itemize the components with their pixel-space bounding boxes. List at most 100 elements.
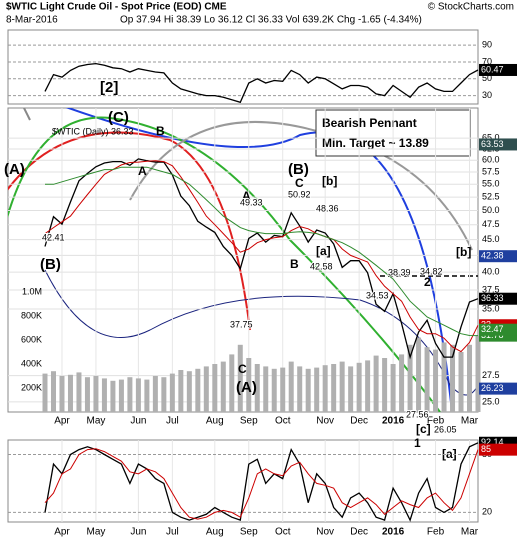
y-tick-label: 25.0 [482, 396, 500, 406]
volume-bar [101, 378, 107, 412]
x-tick-label: Apr [54, 416, 70, 427]
series-line [44, 158, 479, 360]
annotation: [a] [316, 244, 331, 258]
volume-bar [373, 355, 379, 412]
y-tick-label: 60.0 [482, 155, 500, 165]
volume-bar [339, 361, 345, 412]
annotation: B [156, 124, 165, 138]
y-tick-label: 35.0 [482, 303, 500, 313]
volume-bar [416, 337, 422, 412]
value-box [479, 443, 517, 456]
panel-frame [7, 29, 479, 105]
y-tick-label: 20 [482, 507, 492, 517]
y-tick-label: 52.5 [482, 191, 500, 201]
volume-bar [203, 366, 209, 412]
value-label: 26.23 [481, 383, 504, 393]
value-box [479, 138, 517, 151]
volume-bar [254, 364, 260, 412]
annotation: 2 [424, 275, 431, 289]
annotation: (B) [40, 256, 61, 273]
volume-tick-label: 1.0M [22, 286, 42, 296]
volume-bar [161, 377, 167, 412]
x-tick-label: Nov [316, 416, 334, 427]
cycle-arc [8, 131, 251, 331]
x-tick-label: Apr [54, 527, 70, 538]
x-tick-label: Jul [166, 416, 179, 427]
annotation: (A) [4, 161, 25, 178]
annotation: [2] [100, 79, 118, 96]
value-box [479, 250, 517, 263]
volume-bar [450, 344, 456, 412]
volume-tick-label: 400K [21, 358, 42, 368]
value-label: 85 [481, 444, 491, 454]
annotation: 26.05 [434, 424, 457, 434]
x-tick-label: Jun [130, 416, 146, 427]
cycle-arc [65, 108, 453, 412]
volume-bar [220, 361, 226, 412]
value-label: 92.14 [481, 437, 504, 447]
x-tick-label: 2016 [382, 527, 405, 538]
volume-bar [305, 368, 311, 412]
x-tick-label: Mar [461, 416, 479, 427]
value-label: 63.53 [481, 139, 504, 149]
annotation: 1 [414, 436, 421, 450]
volume-tick-label: 600K [21, 334, 42, 344]
annotation: (B) [288, 161, 309, 178]
annotation: 42.41 [42, 232, 65, 242]
value-label: 36.33 [481, 293, 504, 303]
x-tick-label: Mar [461, 527, 479, 538]
value-box [479, 382, 517, 395]
x-tick-label: Dec [350, 416, 368, 427]
volume-bar [229, 354, 235, 412]
x-tick-label: May [86, 527, 105, 538]
volume-bar [169, 373, 175, 412]
y-tick-label: 50.0 [482, 205, 500, 215]
volume-bar [186, 371, 192, 412]
volume-bar [356, 362, 362, 412]
volume-bar [399, 354, 405, 412]
envelope [44, 269, 478, 396]
y-tick-label: 70 [482, 56, 492, 66]
value-label: 60.47 [481, 64, 504, 74]
value-box [479, 323, 517, 336]
volume-bar [76, 372, 82, 412]
annotation: 34.82 [420, 266, 443, 276]
volume-bar [144, 379, 150, 412]
volume-bar [84, 377, 90, 412]
value-label: 42.38 [481, 251, 504, 261]
x-tick-label: Sep [240, 416, 258, 427]
y-tick-label: 50 [482, 73, 492, 83]
y-tick-label: 57.5 [482, 166, 500, 176]
volume-bar [110, 380, 116, 412]
volume-bar [67, 374, 73, 412]
annotation: [b] [322, 174, 337, 188]
annotation: A [242, 189, 251, 203]
annotation: [c] [416, 422, 431, 436]
volume-bar [365, 360, 371, 412]
volume-bar [118, 379, 124, 412]
volume-bar [42, 373, 48, 412]
annotation: 50.92 [288, 189, 311, 199]
x-tick-label: Aug [206, 527, 224, 538]
callout-text: Bearish Pennant [322, 116, 417, 130]
volume-bar [178, 370, 184, 412]
x-tick-label: Sep [240, 527, 258, 538]
value-label: 32.47 [481, 324, 504, 334]
volume-bar [475, 335, 481, 412]
series-line [44, 62, 479, 104]
value-box [479, 63, 517, 76]
volume-bar [212, 364, 218, 412]
y-tick-label: 30 [482, 90, 492, 100]
value-box [479, 292, 517, 305]
date: 8-Mar-2016 [6, 15, 58, 26]
x-tick-label: May [86, 416, 105, 427]
callout-text: Min. Target ~ 13.89 [322, 136, 429, 150]
x-tick-label: Nov [316, 527, 334, 538]
volume-bar [390, 364, 396, 412]
annotation: B [290, 257, 299, 271]
volume-bar [271, 368, 277, 412]
volume-bar [407, 344, 413, 412]
volume-bar [297, 366, 303, 412]
x-tick-label: Feb [427, 527, 445, 538]
